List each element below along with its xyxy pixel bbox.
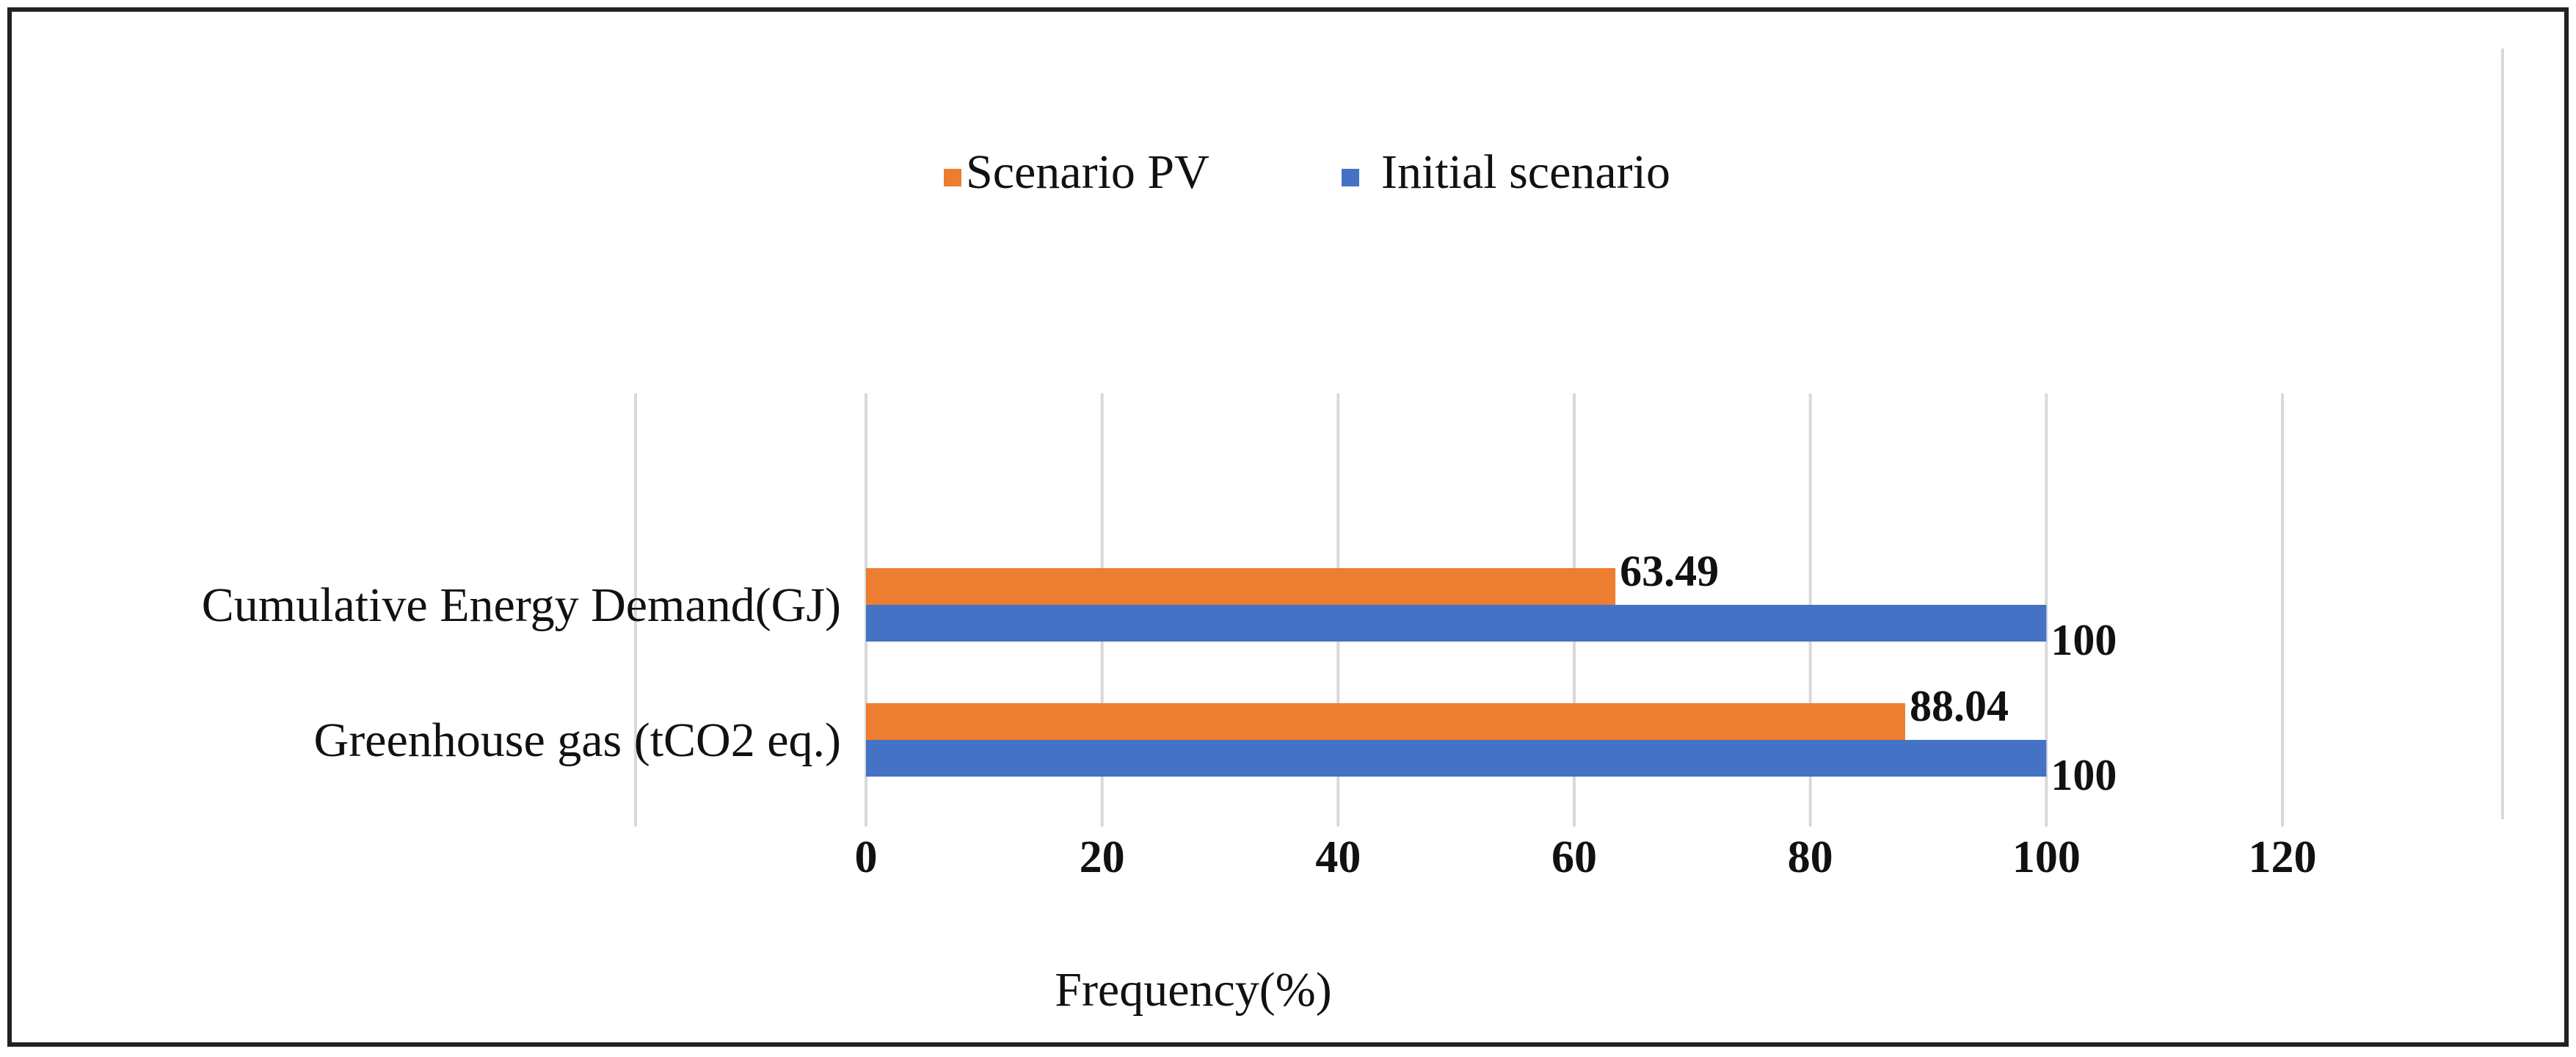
data-label-scenario-pv-1: 88.04: [1910, 682, 2009, 730]
category-label-0: Cumulative Energy Demand(GJ): [202, 578, 841, 632]
data-labels: 63.49 100 88.04 100: [1620, 547, 2117, 799]
chart-frame: 63.49 100 88.04 100 0 20 40 60 80 100 120 Cumulat…: [7, 7, 2569, 1047]
data-label-scenario-pv-0: 63.49: [1620, 547, 1719, 595]
bar-initial-scenario-0: [866, 605, 2047, 642]
x-tick-label-20: 20: [1080, 832, 1125, 882]
x-axis-ticks: 0 20 40 60 80 100 120: [855, 832, 2317, 882]
bar-scenario-pv-1: [866, 703, 1905, 740]
x-tick-label-0: 0: [855, 832, 878, 882]
data-label-initial-scenario-1: 100: [2051, 751, 2117, 799]
bar-chart: 63.49 100 88.04 100 0 20 40 60 80 100 120 Cumulat…: [202, 48, 2504, 1017]
x-tick-label-40: 40: [1315, 832, 1361, 882]
legend-label-initial-scenario: Initial scenario: [1381, 145, 1670, 199]
bar-initial-scenario-1: [866, 740, 2047, 777]
x-tick-label-120: 120: [2249, 832, 2317, 882]
x-tick-label-60: 60: [1551, 832, 1597, 882]
data-label-initial-scenario-0: 100: [2051, 616, 2117, 664]
y-axis-categories: Cumulative Energy Demand(GJ) Greenhouse g…: [202, 578, 841, 767]
legend-label-scenario-pv: Scenario PV: [966, 145, 1209, 199]
legend-swatch-scenario-pv: [944, 169, 961, 186]
x-tick-label-80: 80: [1788, 832, 1833, 882]
category-label-1: Greenhouse gas (tCO2 eq.): [314, 713, 841, 767]
x-axis-title: Frequency(%): [1055, 963, 1332, 1017]
bar-scenario-pv-0: [866, 568, 1616, 605]
bars: [866, 568, 2047, 777]
legend: Scenario PV Initial scenario: [944, 145, 1670, 199]
legend-swatch-initial-scenario: [1342, 169, 1359, 186]
x-tick-label-100: 100: [2012, 832, 2081, 882]
